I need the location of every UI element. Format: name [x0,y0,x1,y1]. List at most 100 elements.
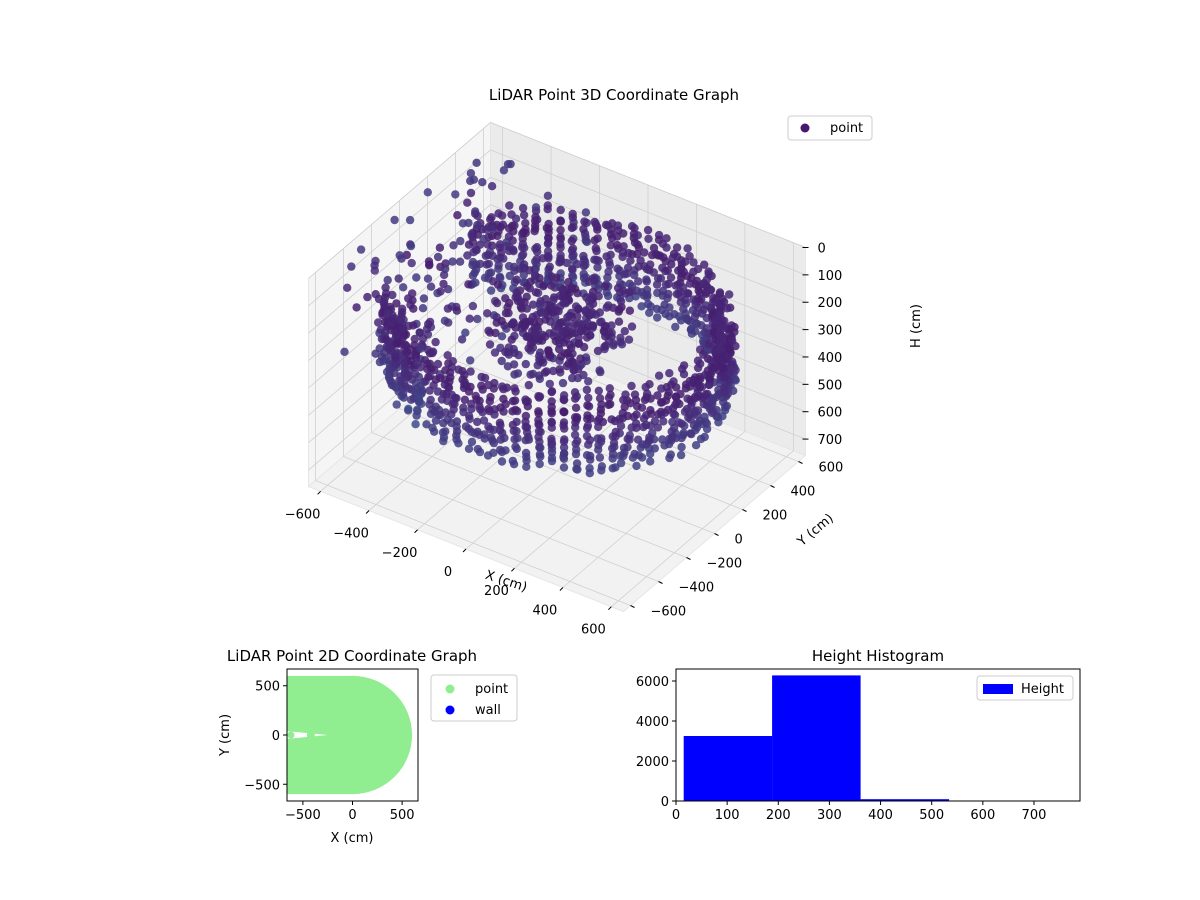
chart-3d-point [704,380,714,390]
chart-3d-point [435,243,445,252]
chart-3d-point [652,280,662,289]
chart-3d-point [610,442,619,451]
chart-3d-point [706,356,715,365]
chart-3d-point [715,329,724,339]
histogram-xtick-label: 500 [919,808,944,823]
chart-3d-point [547,417,556,427]
chart-3d-point [463,198,472,207]
chart-3d-point [473,220,482,230]
chart-3d-point [621,289,630,298]
chart-3d-point [441,408,450,417]
chart-3d-point [497,382,507,391]
chart-3d-point [560,449,569,458]
chart-3d-point [525,266,534,275]
chart-3d-point [533,325,543,334]
chart-3d-point [390,215,399,225]
chart-3d-point [579,370,588,380]
chart-3d-legend-box [787,115,873,141]
chart-3d-point [397,308,407,317]
chart-3d-point [414,395,424,404]
chart-3d-point [572,413,582,422]
chart-3d-point [439,436,448,446]
chart-3d-point [528,312,537,322]
chart-3d-point [567,284,576,293]
chart-3d-point [383,275,392,285]
chart-3d-point [431,375,440,384]
chart-3d-point [433,252,443,262]
chart-3d: LiDAR Point 3D Coordinate Graph −600 −400… [285,86,924,638]
chart-3d-point [488,251,497,260]
chart-2d-xtick-label: 0 [348,808,356,823]
chart-3d-point [640,248,649,257]
chart-3d-point [486,268,496,277]
chart-3d-point [539,282,548,291]
chart-3d-point [575,319,585,328]
chart-3d-point [615,271,624,281]
chart-3d-point [572,445,581,454]
chart-3d-point [498,211,507,220]
chart-3d-point [454,365,463,374]
chart-3d-point [676,389,685,399]
chart-3d-point [499,166,509,175]
chart-3d-point [598,417,608,427]
chart-3d-point [711,297,720,307]
chart-3d-point [571,403,581,412]
chart-3d-point [509,247,518,256]
chart-3d-point [579,269,588,279]
chart-3d-point [399,283,408,292]
chart-3d-point [685,409,694,419]
chart-3d-gridline-x [611,242,794,608]
chart-3d-point [554,307,563,316]
chart-3d-point [550,283,560,292]
chart-3d-point [597,400,606,409]
chart-3d-point [496,403,505,412]
chart-3d-ytick-label: −200 [707,557,743,572]
chart-2d-legend-label-wall: wall [475,703,501,718]
chart-3d-point [579,261,589,271]
chart-3d-point [436,287,445,296]
chart-3d-point [430,427,439,436]
chart-3d-point [400,379,409,388]
chart-3d-point [457,335,467,344]
chart-3d-point [497,332,507,341]
chart-3d-point [582,385,592,395]
chart-3d-point [656,274,666,283]
chart-3d-point [610,416,620,426]
chart-3d-point [352,303,361,312]
chart-3d-point [676,450,686,460]
chart-3d-point [404,404,413,413]
chart-3d-point [492,318,501,327]
chart-3d-point [418,304,428,313]
chart-3d-point [392,299,401,308]
chart-3d-point [627,381,636,391]
chart-3d-point [607,332,616,341]
histogram-xtick-label: 600 [970,808,995,823]
chart-3d-point [516,297,526,306]
chart-3d-point [594,386,603,395]
chart-3d-point [563,348,572,358]
chart-3d-point [559,285,568,294]
chart-3d-point [631,395,641,405]
chart-3d-point [660,300,669,309]
chart-3d-point [547,448,557,457]
chart-3d-point [563,313,572,322]
chart-3d-point [543,191,553,200]
chart-3d-point [518,239,528,249]
chart-2d-notch-point [306,731,315,739]
chart-3d-point [699,350,708,359]
chart-3d-point [371,349,380,358]
chart-3d-point [700,432,709,442]
chart-3d-point [497,457,507,466]
chart-3d-point [585,435,595,445]
chart-3d-point [431,416,441,425]
chart-2d-legend: point wall [430,674,518,722]
chart-3d-point [477,381,486,390]
chart-3d-ticks: −600−400−2000200400600−600−400−200020040… [285,242,844,638]
chart-3d-point [551,321,560,330]
chart-3d-point [679,370,689,379]
chart-3d-point [535,459,544,469]
histogram-bar [683,736,773,801]
chart-3d-point [521,219,530,228]
chart-3d-point [691,441,701,450]
chart-3d-point [582,333,592,342]
